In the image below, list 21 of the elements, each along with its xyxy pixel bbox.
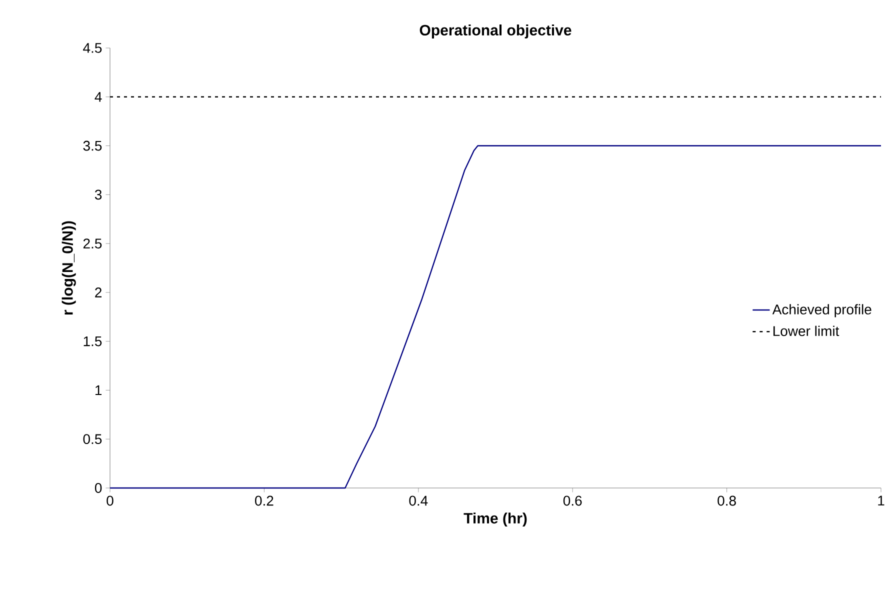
x-tick-label: 0.8 [718,496,736,506]
legend-label: Achieved profile [772,304,872,318]
y-tick-label: 1 [95,385,102,396]
legend-label: Lower limit [773,326,840,336]
x-tick-label: 0.2 [255,496,274,506]
chart-title: Operational objective [420,24,572,38]
y-tick-label: 3 [94,190,102,200]
y-tick-label: 0.5 [83,434,102,444]
y-tick-label: 4.5 [83,43,102,53]
x-tick-label: 0 [106,496,114,506]
y-axis-title: r (log(N_0/N)) [62,221,76,314]
x-tick-label: 0.4 [409,496,428,506]
y-tick-label: 0 [94,483,102,493]
x-tick-label: 1 [878,496,884,506]
x-axis-title: Time (hr) [464,512,527,527]
y-tick-label: 4 [94,92,102,102]
y-tick-label: 2 [95,288,102,298]
y-tick-label: 2.5 [83,238,102,249]
x-tick-label: 0.6 [563,496,582,506]
y-tick-label: 3.5 [83,140,102,151]
y-tick-label: 1.5 [84,336,102,346]
